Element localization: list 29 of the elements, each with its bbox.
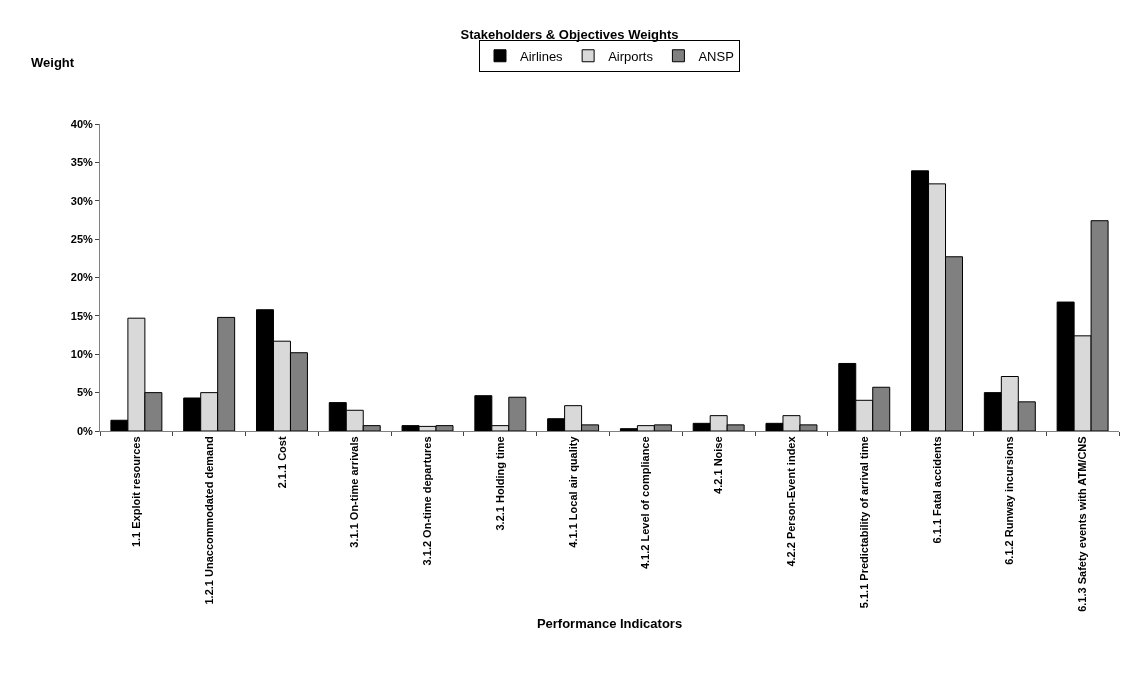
y-tick-label: 35% <box>70 156 93 169</box>
chart-title: Stakeholders & Objectives Weights <box>460 27 679 43</box>
y-tick-label: 5% <box>76 386 94 399</box>
legend-label: Airlines <box>520 48 564 64</box>
x-tick-label: 4.1.1 Local air quality <box>566 435 579 548</box>
y-tick-label: 15% <box>70 309 93 322</box>
x-tick-label: 6.1.3 Safety events with ATM/CNS <box>1076 436 1089 612</box>
y-tick-label: 10% <box>70 348 93 361</box>
x-tick-label: 4.2.1 Noise <box>712 436 725 494</box>
legend-label: Airports <box>608 48 654 64</box>
x-tick-label: 4.1.2 Level of compliance <box>639 436 652 570</box>
x-tick-label: 1.2.1 Unaccommodated demand <box>202 436 215 605</box>
x-tick-label: 2.1.1 Cost <box>275 436 288 489</box>
y-tick-label: 25% <box>70 232 93 245</box>
x-tick-label: 1.1 Exploit resources <box>129 436 142 548</box>
y-axis-title: Weight <box>31 55 75 70</box>
x-tick-label: 3.1.2 On-time departures <box>421 436 434 566</box>
x-tick-label: 5.1.1 Predictability of arrival time <box>857 436 870 609</box>
x-tick-label: 3.1.1 On-time arrivals <box>348 436 361 548</box>
x-tick-label: 3.2.1 Holding time <box>493 436 506 531</box>
x-tick-label: 6.1.1 Fatal accidents <box>930 436 943 544</box>
y-tick-label: 0% <box>76 424 94 437</box>
x-axis-title: Performance Indicators <box>536 616 683 632</box>
x-tick-label: 6.1.2 Runway incursions <box>1003 436 1016 565</box>
y-tick-label: 20% <box>70 271 93 284</box>
y-tick-label: 40% <box>70 117 93 130</box>
x-tick-label: 4.2.2 Person-Event index <box>785 435 798 567</box>
legend-label: ANSP <box>698 48 734 64</box>
y-tick-label: 30% <box>70 194 93 207</box>
